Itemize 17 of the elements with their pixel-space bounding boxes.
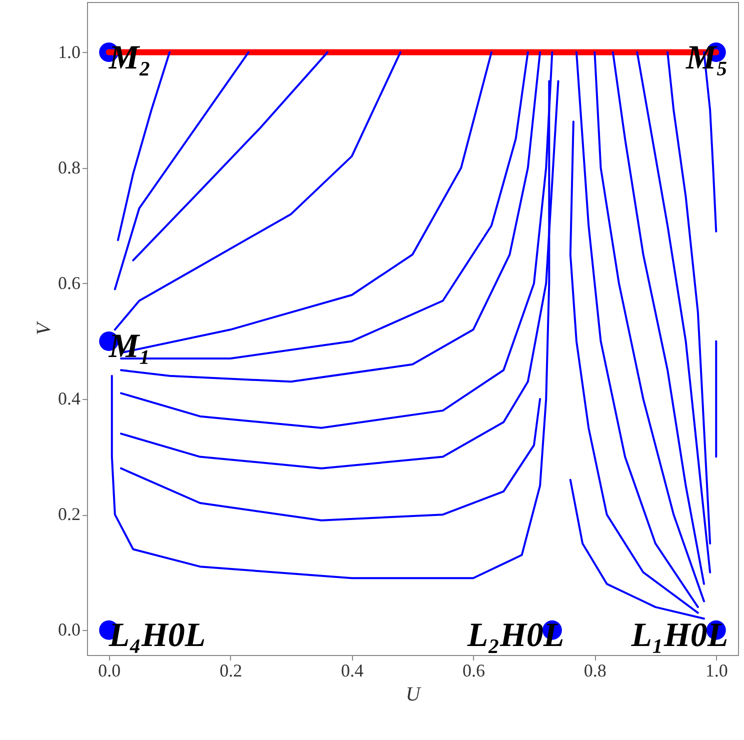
annotation: L₄H0L [108,617,206,654]
annotation: L₁H0L [630,617,728,654]
x-tick-label: 1.0 [705,660,728,680]
x-tick-label: 0.0 [98,660,121,680]
x-tick-label: 0.6 [462,660,485,680]
y-tick-label: 0.6 [58,272,80,293]
x-tick-label: 0.2 [220,660,242,680]
y-tick-label: 0.8 [58,157,80,178]
x-tick-label: 0.4 [341,660,364,680]
y-tick-label: 0.0 [58,620,80,640]
annotation: L₂H0L [466,617,564,654]
x-tick-label: 0.8 [584,660,606,680]
x-axis-title: U [406,684,422,706]
y-tick-label: 1.0 [58,42,80,62]
y-tick-label: 0.4 [58,388,80,408]
y-tick-label: 0.2 [58,504,80,524]
y-axis-title: V [33,320,55,336]
